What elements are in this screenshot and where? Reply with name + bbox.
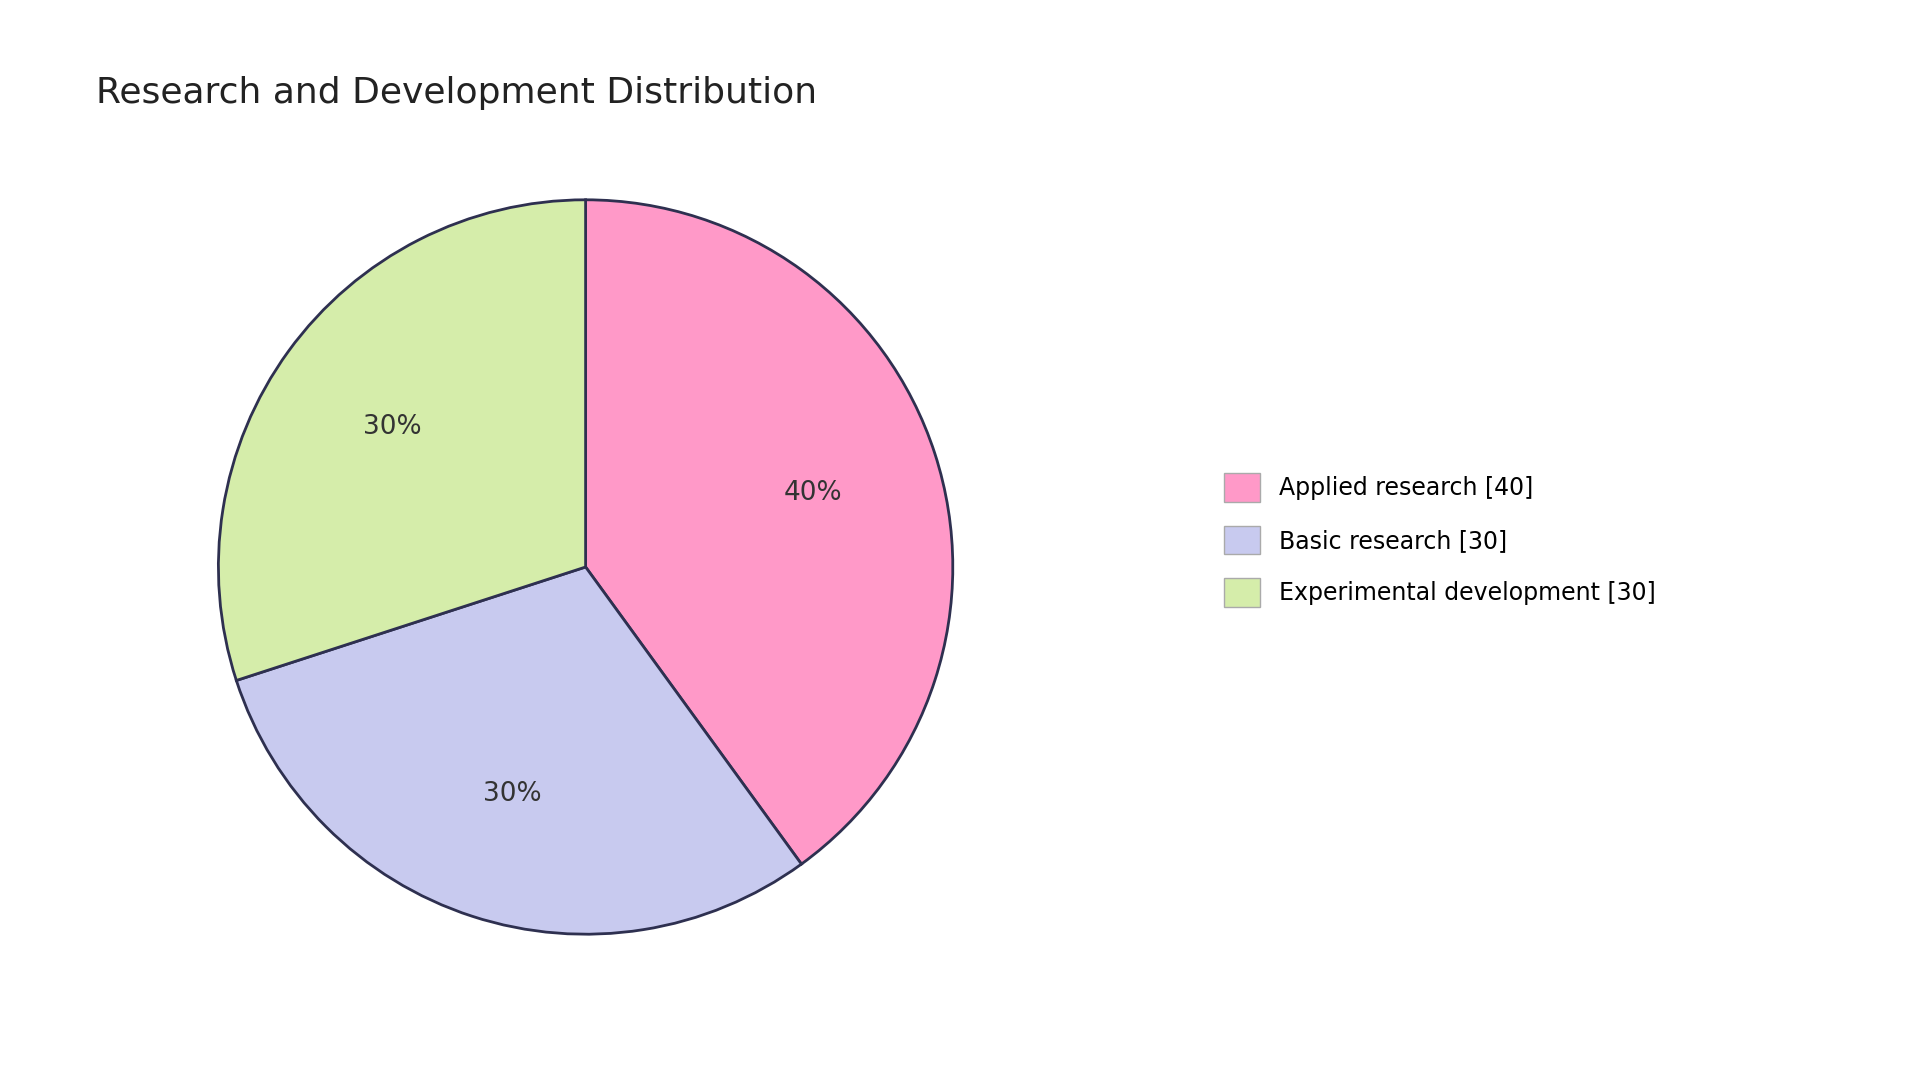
Text: 40%: 40% xyxy=(783,481,841,507)
Wedge shape xyxy=(219,200,586,680)
Text: 30%: 30% xyxy=(482,781,541,807)
Text: 30%: 30% xyxy=(363,414,422,440)
Wedge shape xyxy=(236,567,801,934)
Legend: Applied research [40], Basic research [30], Experimental development [30]: Applied research [40], Basic research [3… xyxy=(1215,463,1665,617)
Wedge shape xyxy=(586,200,952,864)
Text: Research and Development Distribution: Research and Development Distribution xyxy=(96,76,818,109)
